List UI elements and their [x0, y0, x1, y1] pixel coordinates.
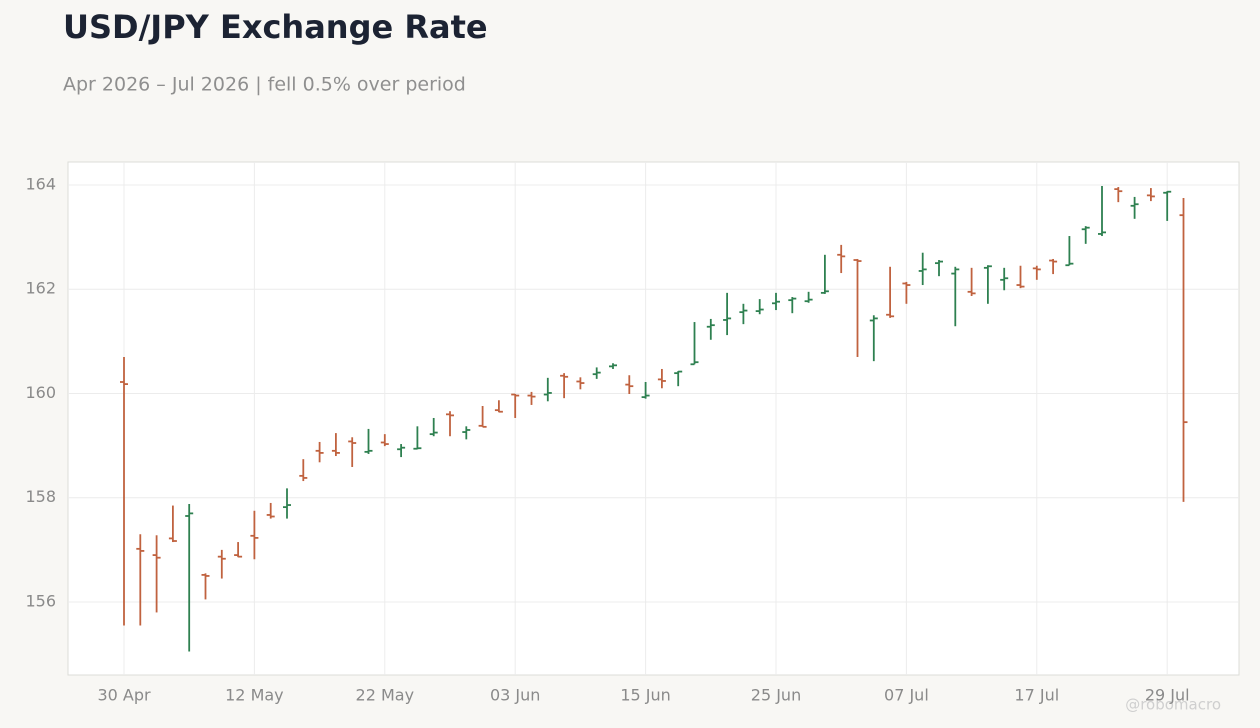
- ohlc-bar: [772, 292, 780, 311]
- ohlc-bar: [136, 534, 145, 626]
- ohlc-bar: [935, 260, 943, 277]
- ohlc-bar: [413, 426, 422, 450]
- ohlc-bar: [266, 502, 275, 519]
- ohlc-bar: [429, 417, 438, 437]
- ohlc-bar: [804, 291, 813, 303]
- ohlc-bar: [788, 297, 797, 314]
- ohlc-bar: [723, 292, 732, 336]
- ohlc-bar: [869, 315, 878, 362]
- ohlc-bar: [641, 382, 650, 399]
- ohlc-bar: [397, 444, 406, 458]
- ohlc-bar: [446, 411, 454, 437]
- x-tick-label: 03 Jun: [490, 686, 540, 705]
- chart-subtitle: Apr 2026 – Jul 2026 | fell 0.5% over per…: [63, 74, 466, 96]
- watermark: @robomacro: [1125, 696, 1221, 714]
- ohlc-bar: [543, 377, 552, 402]
- ohlc-bar: [576, 377, 585, 390]
- x-tick-label: 12 May: [225, 686, 284, 705]
- ohlc-bar: [1081, 226, 1090, 244]
- ohlc-bar: [918, 252, 927, 286]
- ohlc-bar: [690, 322, 699, 366]
- ohlc-bar: [1098, 185, 1106, 237]
- ohlc-bar: [983, 265, 992, 304]
- ohlc-bar: [1016, 265, 1025, 289]
- ohlc-bar: [1032, 265, 1041, 280]
- ohlc-bar: [380, 434, 389, 447]
- ohlc-bar: [331, 433, 340, 457]
- ohlc-bar: [201, 573, 210, 600]
- ohlc-bar: [527, 391, 536, 405]
- ohlc-bar: [706, 318, 715, 340]
- ohlc-bar: [755, 299, 764, 315]
- marks: [120, 185, 1188, 652]
- ohlc-bar: [592, 367, 601, 379]
- ohlc-bar: [348, 437, 357, 467]
- ohlc-bar: [951, 266, 960, 327]
- x-tick-label: 22 May: [356, 686, 415, 705]
- ohlc-bar: [315, 441, 324, 463]
- ohlc-bar: [364, 428, 373, 454]
- ohlc-bar: [478, 405, 487, 428]
- ohlc-bar: [902, 281, 911, 304]
- ohlc-bar: [168, 505, 177, 543]
- x-tick-label: 17 Jul: [1014, 686, 1059, 705]
- ohlc-bar: [560, 373, 569, 399]
- chart-title: USD/JPY Exchange Rate: [63, 8, 488, 46]
- ohlc-bar: [853, 258, 862, 357]
- x-tick-label: 30 Apr: [97, 686, 151, 705]
- x-tick-label: 29 Jul: [1145, 686, 1190, 705]
- ohlc-bar: [674, 370, 683, 387]
- x-tick-label: 07 Jul: [884, 686, 929, 705]
- ohlc-bar: [609, 363, 617, 369]
- y-tick-label: 158: [25, 487, 56, 506]
- ohlc-bar: [625, 375, 634, 394]
- ohlc-bar: [739, 303, 748, 325]
- ohlc-bar: [250, 510, 259, 560]
- ohlc-bar: [1049, 258, 1058, 275]
- ohlc-bar: [283, 488, 291, 519]
- ohlc-bar: [886, 266, 895, 318]
- ohlc-bar: [217, 549, 226, 579]
- ohlc-bar: [1130, 196, 1139, 219]
- y-tick-label: 160: [25, 383, 56, 402]
- ohlc-bar: [152, 535, 161, 613]
- y-tick-label: 162: [25, 279, 56, 298]
- ohlc-bar: [120, 356, 128, 626]
- ohlc-bar: [234, 542, 243, 558]
- y-tick-label: 164: [25, 174, 56, 193]
- ohlc-bar: [185, 504, 194, 652]
- ohlc-bar: [511, 393, 520, 418]
- ohlc-bar: [967, 267, 976, 296]
- ohlc-bar: [462, 426, 471, 440]
- ohlc-bar: [1146, 188, 1155, 202]
- y-tick-label: 156: [25, 592, 56, 611]
- ohlc-bar: [299, 459, 308, 482]
- plot-area: [67, 161, 1240, 676]
- ohlc-bar: [1000, 267, 1009, 291]
- x-tick-label: 25 Jun: [751, 686, 801, 705]
- ohlc-bar: [1065, 236, 1074, 267]
- ohlc-bar: [494, 400, 503, 413]
- ohlc-bar: [657, 368, 666, 389]
- x-tick-label: 15 Jun: [620, 686, 670, 705]
- ohlc-bar: [1114, 187, 1123, 203]
- grid: [68, 162, 1239, 675]
- ohlc-bar: [1179, 197, 1188, 502]
- ohlc-bar: [1163, 190, 1172, 221]
- ohlc-bar: [837, 244, 846, 274]
- ohlc-bar: [820, 254, 829, 294]
